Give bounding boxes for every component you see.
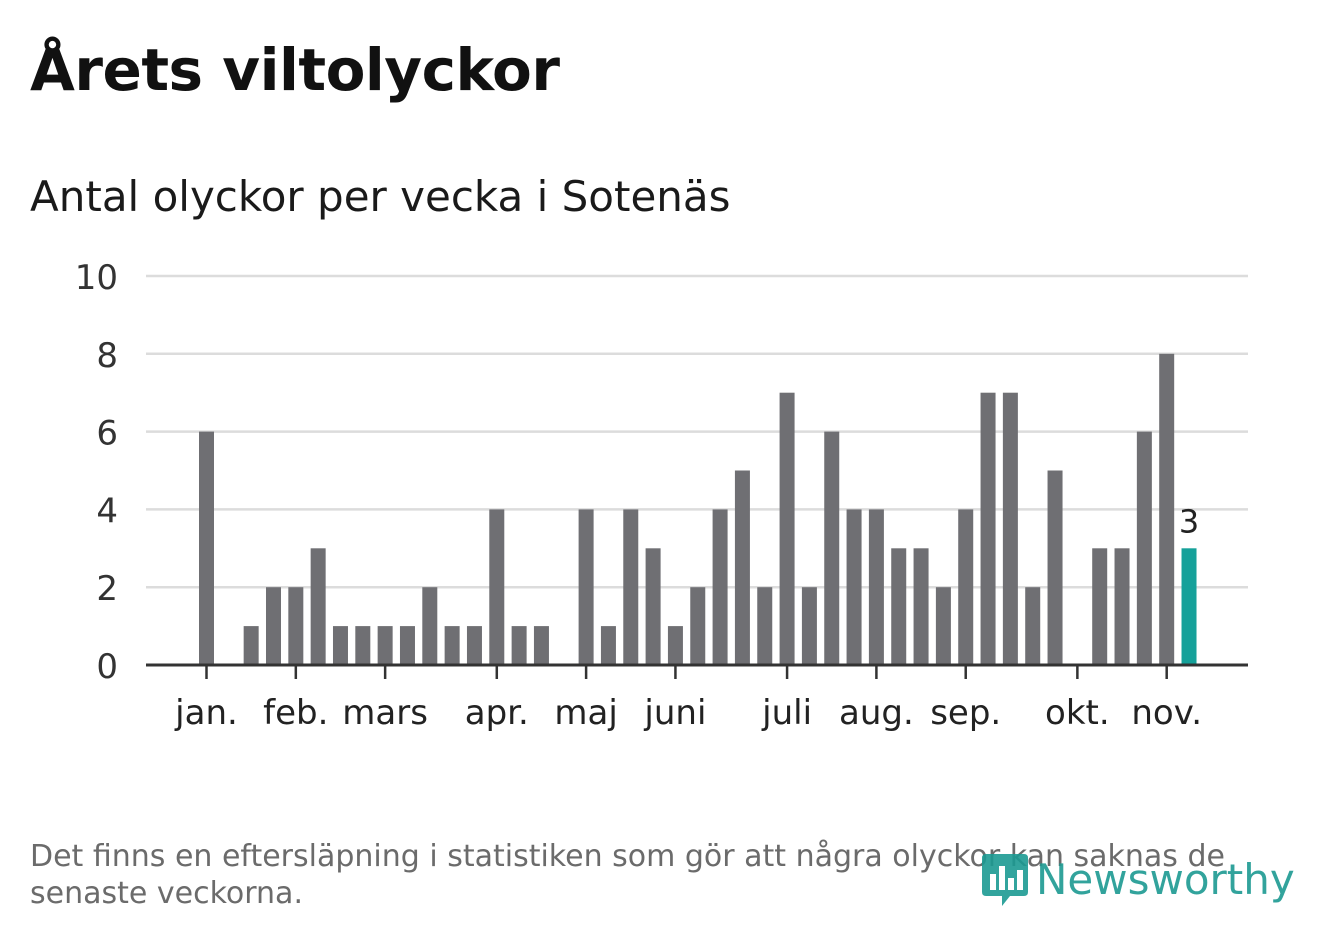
chart-title: Årets viltolyckor: [30, 36, 560, 104]
bar: [265, 587, 281, 665]
bar: [444, 626, 460, 665]
bar: [1136, 431, 1152, 665]
bar: [1114, 548, 1130, 665]
bar: [801, 587, 817, 665]
bar: [399, 626, 415, 665]
newsworthy-logo: Newsworthy: [980, 848, 1295, 910]
bar: [600, 626, 616, 665]
x-tick-label: apr.: [465, 693, 529, 733]
bar: [578, 509, 594, 665]
bar: [466, 626, 482, 665]
bar: [667, 626, 683, 665]
x-tick-label: juni: [643, 693, 706, 733]
y-tick-label: 6: [96, 414, 118, 454]
newsworthy-logo-text: Newsworthy: [1036, 854, 1295, 904]
newsworthy-logo-icon: [982, 854, 1028, 906]
x-tick-label: mars: [342, 693, 428, 733]
bar: [623, 509, 639, 665]
bar: [310, 548, 326, 665]
bar: [332, 626, 348, 665]
x-tick-label: juli: [761, 693, 812, 733]
x-tick-label: okt.: [1045, 693, 1110, 733]
bar: [868, 509, 884, 665]
bar: [891, 548, 907, 665]
y-tick-label: 0: [96, 647, 118, 687]
x-tick-label: feb.: [263, 693, 328, 733]
bar: [288, 587, 304, 665]
y-tick-label: 8: [96, 336, 118, 376]
bar: [958, 509, 974, 665]
y-tick-label: 2: [96, 569, 118, 609]
x-tick-label: aug.: [839, 693, 914, 733]
chart-subtitle: Antal olyckor per vecka i Sotenäs: [30, 172, 731, 221]
bar: [1159, 353, 1175, 665]
bar: [913, 548, 929, 665]
bar: [355, 626, 371, 665]
bar: [377, 626, 393, 665]
bar: [1025, 587, 1041, 665]
y-tick-label: 4: [96, 491, 118, 531]
x-tick-label: jan.: [174, 693, 238, 733]
bar: [935, 587, 951, 665]
bar: [645, 548, 661, 665]
bar: [757, 587, 773, 665]
bar: [511, 626, 527, 665]
bar: [824, 431, 840, 665]
x-tick-label: maj: [554, 693, 617, 733]
x-tick-label: nov.: [1131, 693, 1202, 733]
bar: [846, 509, 862, 665]
bar-highlight: [1181, 548, 1197, 665]
bar: [489, 509, 505, 665]
bar: [422, 587, 438, 665]
bar: [199, 431, 214, 665]
bar: [690, 587, 706, 665]
data-label: 3: [1179, 502, 1199, 540]
x-tick-label: sep.: [930, 693, 1001, 733]
bar: [1047, 470, 1063, 665]
bar: [734, 470, 750, 665]
bar: [1092, 548, 1108, 665]
bar: [712, 509, 728, 665]
bar: [779, 392, 795, 665]
bar: [243, 626, 259, 665]
bar: [533, 626, 549, 665]
bar: [980, 392, 996, 665]
bar: [1002, 392, 1018, 665]
y-tick-label: 10: [75, 258, 118, 298]
